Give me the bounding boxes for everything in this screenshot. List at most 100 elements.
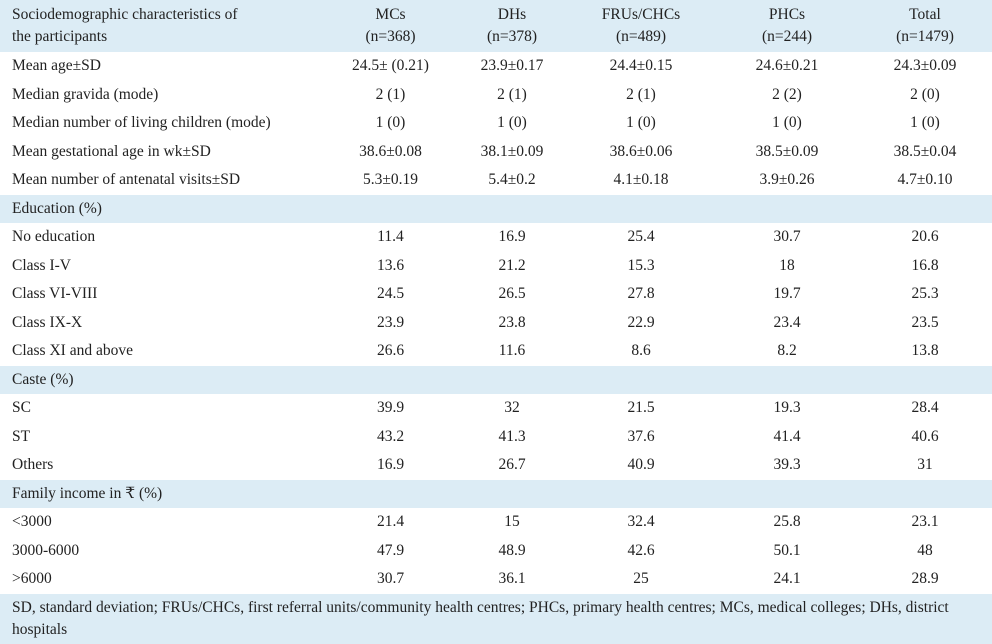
cell-frus-chcs: 25.4 <box>627 228 655 246</box>
cell-mcs: 26.6 <box>376 342 405 360</box>
table-row: Class XI and above 26.6 11.6 8.6 8.2 13.… <box>0 337 992 366</box>
cell-total: 31 <box>917 456 933 474</box>
row-label: Class IX-X <box>12 313 83 331</box>
column-header-mcs: MCs (n=368) <box>323 0 458 52</box>
table-footnote: SD, standard deviation; FRUs/CHCs, first… <box>0 593 992 644</box>
cell-dhs: 38.1±0.09 <box>480 142 544 160</box>
row-label: Class XI and above <box>12 342 133 360</box>
cell-mcs: 13.6 <box>376 256 405 274</box>
cell-mcs: 11.4 <box>377 228 404 246</box>
cell-mcs: 16.9 <box>376 456 405 474</box>
cell-phcs: 2 (2) <box>772 85 802 103</box>
table-row-antenatal-visits: Mean number of antenatal visits±SD 5.3±0… <box>0 166 992 195</box>
cell-frus-chcs: 22.9 <box>627 313 655 331</box>
cell-dhs: 5.4±0.2 <box>488 171 536 189</box>
table-row: Class IX-X 23.9 23.8 22.9 23.4 23.5 <box>0 309 992 338</box>
cell-phcs: 19.3 <box>773 399 801 417</box>
row-label: Mean number of antenatal visits±SD <box>12 171 241 189</box>
cell-dhs: 2 (1) <box>497 85 527 103</box>
cell-phcs: 23.4 <box>773 313 801 331</box>
table-row: Class VI-VIII 24.5 26.5 27.8 19.7 25.3 <box>0 280 992 309</box>
cell-mcs: 43.2 <box>376 427 405 445</box>
cell-frus-chcs: 42.6 <box>627 541 655 559</box>
cell-total: 48 <box>917 541 933 559</box>
cell-dhs: 32 <box>504 399 520 417</box>
row-label: Class I-V <box>12 256 71 274</box>
cell-total: 38.5±0.04 <box>893 142 957 160</box>
cell-phcs: 8.2 <box>777 342 797 360</box>
row-label: Median gravida (mode) <box>12 85 159 103</box>
cell-frus-chcs: 2 (1) <box>626 85 656 103</box>
cell-phcs: 18 <box>779 256 795 274</box>
column-header-dhs: DHs (n=378) <box>458 0 566 52</box>
cell-phcs: 41.4 <box>773 427 801 445</box>
cell-mcs: 1 (0) <box>375 114 406 132</box>
table-row: Others 16.9 26.7 40.9 39.3 31 <box>0 451 992 480</box>
section-header-education: Education (%) <box>0 194 992 223</box>
cell-dhs: 23.8 <box>498 313 526 331</box>
cell-frus-chcs: 25 <box>633 570 649 588</box>
cell-dhs: 36.1 <box>498 570 526 588</box>
cell-total: 25.3 <box>911 285 939 303</box>
column-n: (n=1479) <box>896 28 954 45</box>
column-n: (n=378) <box>486 28 538 45</box>
cell-phcs: 39.3 <box>773 456 801 474</box>
cell-total: 13.8 <box>911 342 939 360</box>
column-name: MCs <box>375 6 406 23</box>
column-name: DHs <box>497 6 527 23</box>
cell-frus-chcs: 8.6 <box>631 342 651 360</box>
cell-mcs: 5.3±0.19 <box>362 171 418 189</box>
cell-dhs: 16.9 <box>498 228 526 246</box>
cell-total: 20.6 <box>911 228 939 246</box>
table-row: ST 43.2 41.3 37.6 41.4 40.6 <box>0 423 992 452</box>
cell-phcs: 24.1 <box>773 570 801 588</box>
cell-phcs: 38.5±0.09 <box>755 142 819 160</box>
column-header-phcs: PHCs (n=244) <box>716 0 858 52</box>
table-row: >6000 30.7 36.1 25 24.1 28.9 <box>0 565 992 594</box>
table-row: 3000-6000 47.9 48.9 42.6 50.1 48 <box>0 537 992 566</box>
cell-dhs: 41.3 <box>498 427 526 445</box>
cell-phcs: 30.7 <box>773 228 801 246</box>
cell-phcs: 24.6±0.21 <box>755 57 819 75</box>
row-label: SC <box>12 399 31 417</box>
cell-total: 1 (0) <box>910 114 940 132</box>
cell-mcs: 38.6±0.08 <box>359 142 422 160</box>
cell-dhs: 15 <box>504 513 520 531</box>
row-label: Mean gestational age in wk±SD <box>12 142 211 160</box>
section-title: Education (%) <box>12 199 102 217</box>
cell-frus-chcs: 38.6±0.06 <box>609 142 673 160</box>
cell-frus-chcs: 21.5 <box>627 399 655 417</box>
cell-mcs: 47.9 <box>376 541 405 559</box>
cell-mcs: 2 (1) <box>375 85 406 103</box>
row-label: Others <box>12 456 54 474</box>
cell-dhs: 11.6 <box>498 342 526 360</box>
cell-mcs: 21.4 <box>376 513 405 531</box>
cell-phcs: 3.9±0.26 <box>759 171 815 189</box>
row-label: Class VI-VIII <box>12 285 98 303</box>
cell-frus-chcs: 15.3 <box>627 256 655 274</box>
cell-phcs: 19.7 <box>773 285 801 303</box>
table-row: No education 11.4 16.9 25.4 30.7 20.6 <box>0 223 992 252</box>
table-row: SC 39.9 32 21.5 19.3 28.4 <box>0 394 992 423</box>
row-label: No education <box>12 228 96 246</box>
characteristics-header-line2: the participants <box>12 28 108 45</box>
cell-dhs: 26.7 <box>498 456 526 474</box>
row-label: Median number of living children (mode) <box>12 114 271 132</box>
section-header-income: Family income in ₹ (%) <box>0 479 992 508</box>
cell-total: 16.8 <box>911 256 939 274</box>
cell-dhs: 1 (0) <box>497 114 527 132</box>
cell-frus-chcs: 4.1±0.18 <box>613 171 669 189</box>
cell-mcs: 24.5± (0.21) <box>352 57 429 75</box>
column-n: (n=244) <box>761 28 813 45</box>
row-label: >6000 <box>12 570 52 588</box>
column-name: PHCs <box>768 6 806 23</box>
cell-frus-chcs: 32.4 <box>627 513 655 531</box>
table-row-median-children: Median number of living children (mode) … <box>0 109 992 138</box>
cell-total: 24.3±0.09 <box>893 57 957 75</box>
section-title: Caste (%) <box>12 370 74 388</box>
cell-total: 23.1 <box>911 513 939 531</box>
cell-phcs: 25.8 <box>773 513 801 531</box>
cell-frus-chcs: 1 (0) <box>626 114 656 132</box>
sociodemographic-table: Sociodemographic characteristics of the … <box>0 0 992 594</box>
table-row: <3000 21.4 15 32.4 25.8 23.1 <box>0 508 992 537</box>
